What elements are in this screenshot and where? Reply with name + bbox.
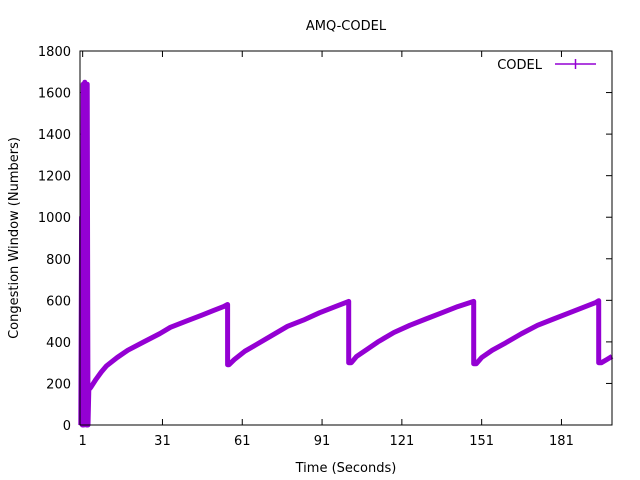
x-tick-label: 1 bbox=[79, 434, 87, 449]
series-line-core bbox=[80, 82, 613, 426]
y-axis-label: Congestion Window (Numbers) bbox=[7, 137, 22, 339]
x-tick-label: 181 bbox=[549, 434, 574, 449]
plot-border bbox=[79, 50, 613, 426]
y-tick-label: 200 bbox=[46, 377, 71, 392]
y-tick-label: 1600 bbox=[38, 87, 71, 102]
y-tick-label: 400 bbox=[46, 336, 71, 351]
x-axis-label: Time (Seconds) bbox=[295, 461, 397, 476]
y-axis-ticks: 0 200 400 600 800 1000 1200 1400 1600 1800 bbox=[38, 45, 612, 434]
x-tick-label: 151 bbox=[469, 434, 494, 449]
plot-area bbox=[78, 79, 614, 428]
y-tick-label: 800 bbox=[46, 253, 71, 268]
x-tick-label: 121 bbox=[389, 434, 414, 449]
y-tick-label: 1000 bbox=[38, 211, 71, 226]
legend-line-codel bbox=[555, 59, 596, 69]
y-tick-label: 1800 bbox=[38, 45, 71, 60]
x-tick-label: 31 bbox=[154, 434, 171, 449]
legend: CODEL bbox=[497, 58, 596, 73]
x-tick-label: 61 bbox=[234, 434, 251, 449]
x-axis-ticks: 1 31 61 91 121 151 181 bbox=[79, 51, 574, 449]
series-line-codel bbox=[78, 79, 614, 428]
legend-label-codel: CODEL bbox=[497, 58, 543, 73]
y-tick-label: 1200 bbox=[38, 170, 71, 185]
chart-title: AMQ-CODEL bbox=[306, 19, 387, 34]
y-tick-label: 600 bbox=[46, 294, 71, 309]
y-tick-label: 0 bbox=[63, 419, 71, 434]
x-tick-label: 91 bbox=[314, 434, 331, 449]
y-tick-label: 1400 bbox=[38, 128, 71, 143]
